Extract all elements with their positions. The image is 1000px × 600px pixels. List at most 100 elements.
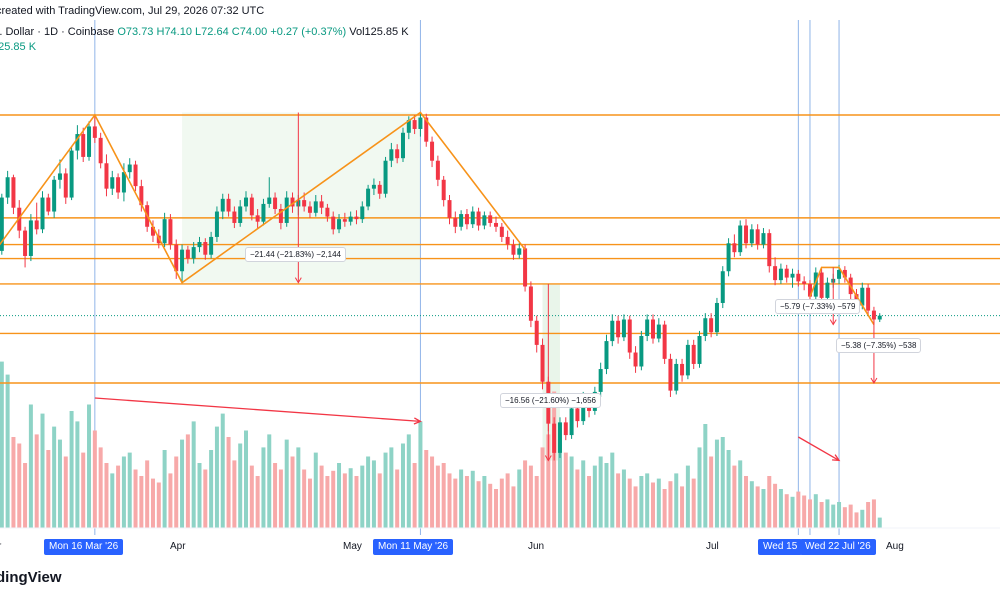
x-highlight-pill[interactable]: Mon 11 May '26 xyxy=(373,539,454,555)
volume-bar xyxy=(360,465,365,528)
pattern-lines[interactable] xyxy=(0,111,875,325)
candle-body xyxy=(52,179,57,212)
candle-body xyxy=(424,117,429,142)
volume-bar xyxy=(441,463,446,528)
x-label: Jul xyxy=(706,541,719,552)
candle-body xyxy=(866,287,871,311)
candle-body xyxy=(383,160,388,194)
x-label: Apr xyxy=(170,541,186,552)
volume-bar xyxy=(145,460,150,528)
volume-bar xyxy=(639,476,644,528)
candle-body xyxy=(360,206,365,220)
ohlc-change: +0.27 (+0.37%) xyxy=(270,26,347,38)
candle-body xyxy=(523,248,528,287)
candle-body xyxy=(116,177,121,193)
volume-bar xyxy=(494,489,499,528)
volume-bar xyxy=(435,465,440,528)
volume-bar xyxy=(459,469,464,528)
volume-bar xyxy=(127,452,132,528)
volume-bar xyxy=(732,465,737,528)
candle-body xyxy=(46,197,51,212)
volume-bar xyxy=(680,486,685,528)
x-label: Jun xyxy=(528,541,545,552)
volume-bar xyxy=(511,486,516,528)
candle-body xyxy=(110,177,115,189)
volume-bar xyxy=(11,437,16,528)
candle-body xyxy=(825,282,830,298)
candle-body xyxy=(453,217,458,227)
volume-bar xyxy=(621,469,626,528)
candle-body xyxy=(214,211,219,237)
candle-body xyxy=(552,423,557,453)
volume-bar xyxy=(767,476,772,528)
volume-bar xyxy=(133,469,138,528)
candle-body xyxy=(121,172,126,193)
candle-body xyxy=(139,186,144,206)
volume-bar xyxy=(430,456,435,528)
candle-body xyxy=(307,206,312,213)
volume-bar xyxy=(278,469,283,528)
candle-body xyxy=(802,281,807,284)
volume-bar xyxy=(290,456,295,528)
measure-arrow-head xyxy=(870,377,878,384)
measure-arrows xyxy=(294,112,878,462)
pattern-line xyxy=(809,266,875,325)
candle-body xyxy=(656,324,661,339)
candle-body xyxy=(249,197,254,216)
volume-bar xyxy=(34,434,39,528)
candle-body xyxy=(645,319,650,337)
volume-bar xyxy=(319,465,324,528)
candle-body xyxy=(563,422,568,436)
candle-body xyxy=(604,341,609,370)
volume-bar xyxy=(610,452,615,528)
volume-bar xyxy=(633,486,638,528)
divergence-arrow xyxy=(94,397,421,423)
candle-body xyxy=(726,243,731,272)
candle-body xyxy=(220,198,225,212)
x-highlight-pill[interactable]: Wed 22 Jul '26 xyxy=(800,539,876,555)
ohlc-high: H74.10 xyxy=(156,26,192,38)
volume-bar xyxy=(168,473,173,528)
x-label: Aug xyxy=(886,541,904,552)
divergence-arrow xyxy=(798,436,840,461)
volume-bar xyxy=(244,430,249,528)
candle-body xyxy=(34,220,39,230)
candle-body xyxy=(773,266,778,281)
volume-bar xyxy=(110,473,115,528)
symbol-legend[interactable]: S. Dollar · 1D · Coinbase O73.73 H74.10 … xyxy=(0,26,409,38)
volume-bar xyxy=(214,426,219,528)
divergence-arrows[interactable] xyxy=(94,397,841,462)
candle-body xyxy=(406,120,411,133)
candle-body xyxy=(668,358,673,391)
volume-bar xyxy=(837,502,842,528)
tradingview-logo-text: dingView xyxy=(0,569,62,586)
candle-body xyxy=(488,215,493,223)
volume-bar xyxy=(395,469,400,528)
volume-bar xyxy=(662,489,667,528)
volume-bar xyxy=(69,411,74,528)
candle-body xyxy=(203,242,208,255)
volume-bar xyxy=(249,465,254,528)
candle-body xyxy=(534,320,539,345)
x-highlight-pill[interactable]: Wed 15 xyxy=(758,539,803,555)
volume-bar xyxy=(627,478,632,528)
volume-bar xyxy=(57,439,62,528)
candle-body xyxy=(790,273,795,278)
volume-bar xyxy=(302,469,307,528)
volume-bar xyxy=(738,460,743,528)
symbol-name: S. Dollar · 1D · Coinbase xyxy=(0,26,115,38)
candle-body xyxy=(470,211,475,225)
volume-bar xyxy=(842,507,847,528)
candle-body xyxy=(499,226,504,237)
candle-body xyxy=(57,173,62,180)
candle-body xyxy=(418,117,423,129)
candle-body xyxy=(435,160,440,180)
x-highlight-pill[interactable]: Mon 16 Mar '26 xyxy=(44,539,124,555)
candle-body xyxy=(575,408,580,422)
volume-bar xyxy=(337,463,342,528)
candle-body xyxy=(261,203,266,222)
volume-bar xyxy=(389,447,394,528)
volume-bar xyxy=(267,434,272,528)
volume-bar xyxy=(720,437,725,528)
